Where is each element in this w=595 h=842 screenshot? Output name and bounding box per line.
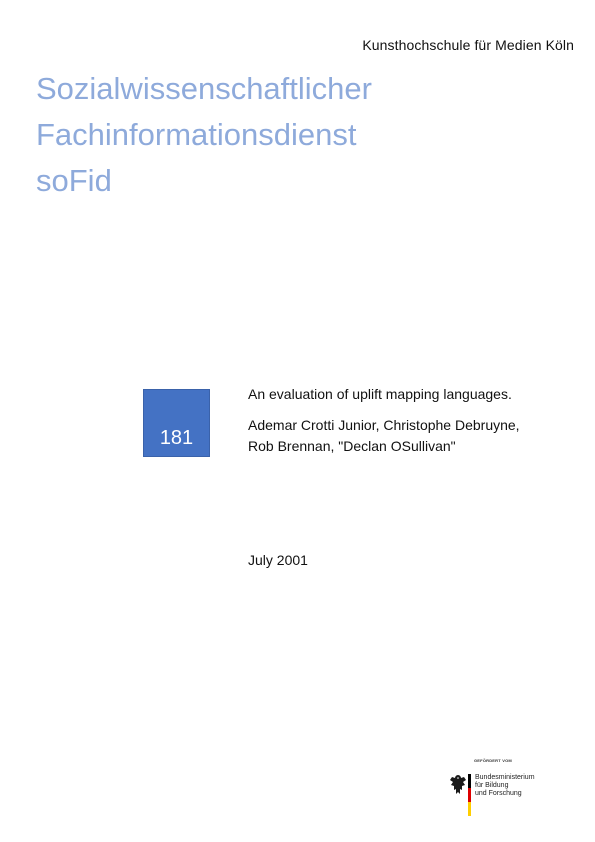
ministry-name-line-3: und Forschung — [475, 790, 522, 797]
federal-eagle-icon — [450, 775, 466, 794]
authors-line-2: Rob Brennan, "Declan OSullivan" — [248, 438, 456, 454]
author-list: Ademar Crotti Junior, Christophe Debruyn… — [248, 415, 520, 457]
authors-line-1: Ademar Crotti Junior, Christophe Debruyn… — [248, 417, 520, 433]
series-title-line-1: Sozialwissenschaftlicher — [36, 71, 372, 106]
series-title-line-3: soFid — [36, 163, 112, 198]
series-title-line-2: Fachinformationsdienst — [36, 117, 357, 152]
flag-stripe-black — [468, 774, 471, 788]
german-flag-bar — [468, 774, 471, 816]
funder-logo: GEFÖRDERT VOM Bundesministerium für Bild… — [449, 758, 549, 818]
ministry-name-line-2: für Bildung — [475, 782, 509, 789]
ministry-name-line-1: Bundesministerium — [475, 774, 535, 781]
document-title: An evaluation of uplift mapping language… — [248, 386, 512, 402]
publication-date: July 2001 — [248, 552, 308, 568]
flag-stripe-gold — [468, 802, 471, 816]
issue-number: 181 — [159, 427, 194, 449]
funder-caption: GEFÖRDERT VOM — [474, 758, 512, 763]
institution-name: Kunsthochschule für Medien Köln — [362, 37, 574, 53]
ministry-name: Bundesministerium für Bildung und Forsch… — [475, 774, 535, 798]
flag-stripe-red — [468, 788, 471, 802]
issue-number-box: 181 — [143, 389, 210, 457]
series-title: Sozialwissenschaftlicher Fachinformation… — [36, 66, 536, 204]
